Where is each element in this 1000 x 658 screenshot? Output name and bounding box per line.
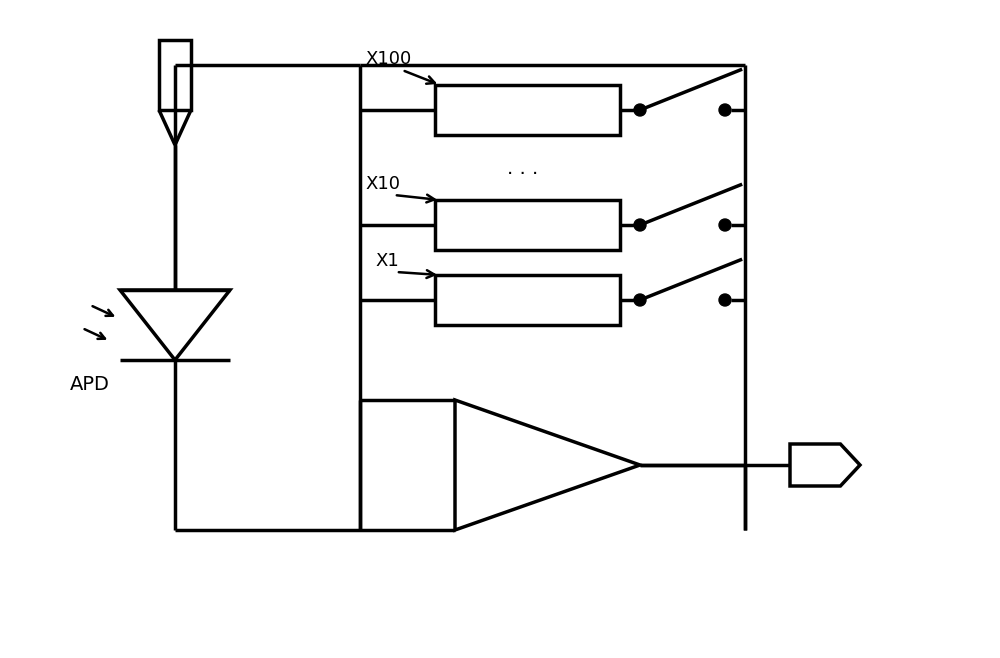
Text: X100: X100 <box>365 50 411 68</box>
Bar <box>435 85 620 135</box>
Bar <box>435 200 620 250</box>
Text: X10: X10 <box>365 175 400 193</box>
Bar <box>435 275 620 325</box>
Circle shape <box>719 219 731 231</box>
Circle shape <box>634 294 646 306</box>
Circle shape <box>719 104 731 116</box>
Text: X1: X1 <box>375 252 399 270</box>
Bar <box>159 40 191 110</box>
Circle shape <box>634 219 646 231</box>
Polygon shape <box>120 290 230 360</box>
Polygon shape <box>455 400 640 530</box>
Polygon shape <box>790 444 860 486</box>
Circle shape <box>634 104 646 116</box>
Circle shape <box>719 294 731 306</box>
Text: APD: APD <box>70 375 110 394</box>
Text: . . .: . . . <box>507 159 538 178</box>
